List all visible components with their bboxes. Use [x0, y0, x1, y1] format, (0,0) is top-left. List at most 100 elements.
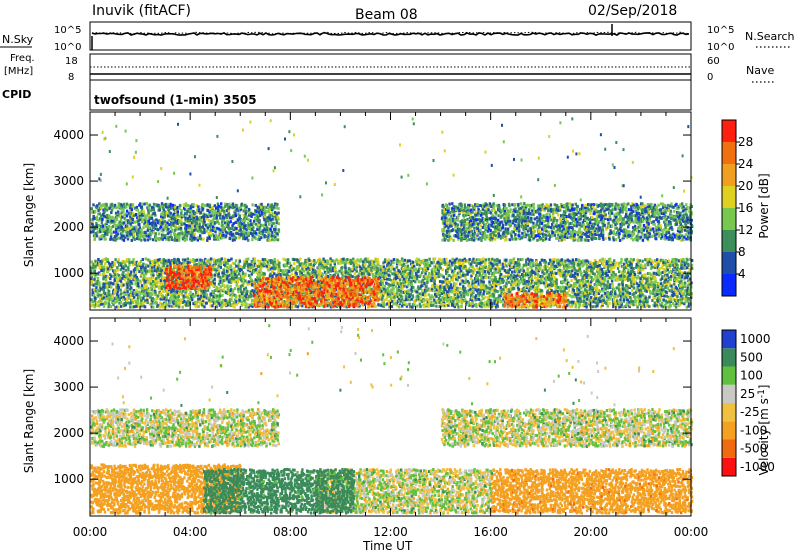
heatmap-cell	[464, 298, 467, 302]
heatmap-cell	[482, 283, 485, 287]
heatmap-cell	[450, 286, 454, 290]
heatmap-cell	[535, 282, 538, 286]
heatmap-cell	[274, 262, 277, 266]
heatmap-cell	[387, 261, 391, 265]
heatmap-cell	[386, 302, 389, 306]
heatmap-cell	[338, 259, 341, 263]
heatmap-cell	[456, 298, 459, 302]
heatmap-cell	[101, 297, 104, 301]
heatmap-cell	[122, 274, 125, 278]
heatmap-cell	[505, 282, 508, 285]
heatmap-cell	[646, 261, 649, 265]
heatmap-cell	[497, 280, 500, 284]
heatmap-cell	[498, 297, 501, 301]
heatmap-cell	[675, 292, 678, 296]
heatmap-cell	[291, 284, 294, 287]
heatmap-cell	[132, 291, 135, 295]
heatmap-cell	[97, 300, 101, 304]
heatmap-cell	[555, 272, 558, 275]
heatmap-cell	[143, 299, 147, 303]
heatmap-cell	[398, 259, 401, 263]
heatmap-cell	[611, 284, 614, 288]
heatmap-cell	[249, 290, 252, 294]
heatmap-cell	[446, 261, 450, 265]
heatmap-cell	[307, 257, 310, 261]
heatmap-cell	[497, 277, 500, 281]
heatmap-cell	[383, 285, 387, 288]
heatmap-cell	[473, 267, 476, 271]
heatmap-cell	[129, 280, 133, 284]
heatmap-cell	[400, 297, 404, 301]
heatmap-cell	[594, 294, 598, 298]
heatmap-cell	[153, 259, 156, 263]
heatmap-cell	[558, 259, 561, 263]
heatmap-cell	[450, 275, 453, 279]
heatmap-cell	[503, 262, 507, 266]
heatmap-cell	[526, 273, 530, 277]
heatmap-cell	[386, 273, 389, 277]
heatmap-cell	[421, 284, 424, 288]
heatmap-cell	[378, 295, 381, 299]
heatmap-cell	[282, 272, 285, 276]
heatmap-cell	[149, 295, 152, 299]
heatmap-cell	[556, 261, 559, 265]
heatmap-cell	[356, 305, 360, 309]
heatmap-cell	[146, 281, 149, 285]
heatmap-cell	[611, 277, 614, 281]
heatmap-cell	[217, 301, 220, 305]
heatmap-cell	[155, 279, 158, 283]
heatmap-cell	[386, 277, 389, 281]
heatmap-cell	[127, 266, 130, 270]
heatmap-cell	[288, 261, 291, 265]
heatmap-cell	[436, 299, 439, 303]
heatmap-cell	[486, 302, 489, 306]
heatmap-cell	[549, 304, 552, 308]
heatmap-cell	[466, 292, 469, 296]
heatmap-cell	[196, 293, 200, 297]
heatmap-cell	[150, 265, 154, 269]
heatmap-cell	[497, 270, 500, 274]
heatmap-cell	[521, 280, 524, 284]
heatmap-cell	[124, 282, 127, 286]
heatmap-cell	[378, 290, 381, 294]
heatmap-cell	[411, 260, 415, 264]
heatmap-cell	[410, 273, 414, 277]
heatmap-cell	[588, 273, 591, 277]
heatmap-cell	[627, 270, 630, 274]
heatmap-cell	[228, 300, 231, 304]
heatmap-cell	[98, 293, 101, 297]
heatmap-cell	[154, 293, 157, 297]
heatmap-cell	[364, 295, 367, 299]
heatmap-cell	[516, 277, 519, 281]
heatmap-cell	[429, 260, 433, 264]
heatmap-cell	[156, 258, 160, 262]
heatmap-cell	[557, 270, 560, 274]
heatmap-cell	[137, 304, 140, 308]
heatmap-cell	[433, 274, 436, 277]
heatmap-cell	[569, 273, 573, 277]
heatmap-cell	[480, 258, 483, 262]
heatmap-cell	[600, 294, 604, 298]
heatmap-cell	[364, 263, 367, 267]
heatmap-cell	[581, 303, 585, 307]
heatmap-cell	[650, 285, 653, 289]
heatmap-cell	[628, 300, 631, 304]
heatmap-cell	[487, 264, 491, 268]
heatmap-cell	[521, 266, 524, 270]
heatmap-cell	[101, 285, 105, 289]
heatmap-cell	[96, 301, 99, 305]
heatmap-cell	[646, 279, 649, 283]
heatmap-cell	[123, 304, 126, 308]
heatmap-cell	[548, 273, 551, 277]
heatmap-cell	[178, 281, 181, 285]
heatmap-cell	[249, 265, 252, 269]
heatmap-cell	[416, 290, 419, 294]
heatmap-cell	[254, 292, 258, 296]
heatmap-cell	[553, 271, 557, 275]
heatmap-cell	[233, 301, 236, 305]
heatmap-cell	[583, 291, 587, 295]
heatmap-cell	[436, 275, 439, 279]
heatmap-cell	[449, 283, 453, 287]
heatmap-cell	[199, 294, 203, 298]
heatmap-cell	[542, 281, 546, 285]
